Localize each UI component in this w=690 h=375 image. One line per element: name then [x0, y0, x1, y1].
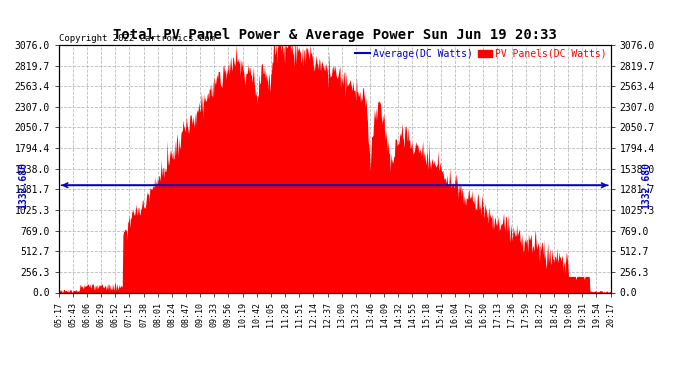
- Title: Total PV Panel Power & Average Power Sun Jun 19 20:33: Total PV Panel Power & Average Power Sun…: [112, 28, 557, 42]
- Text: 1332.680: 1332.680: [18, 162, 28, 209]
- Text: 1332.680: 1332.680: [642, 162, 651, 209]
- Text: Copyright 2022 Cartronics.com: Copyright 2022 Cartronics.com: [59, 33, 215, 42]
- Legend: Average(DC Watts), PV Panels(DC Watts): Average(DC Watts), PV Panels(DC Watts): [351, 45, 611, 63]
